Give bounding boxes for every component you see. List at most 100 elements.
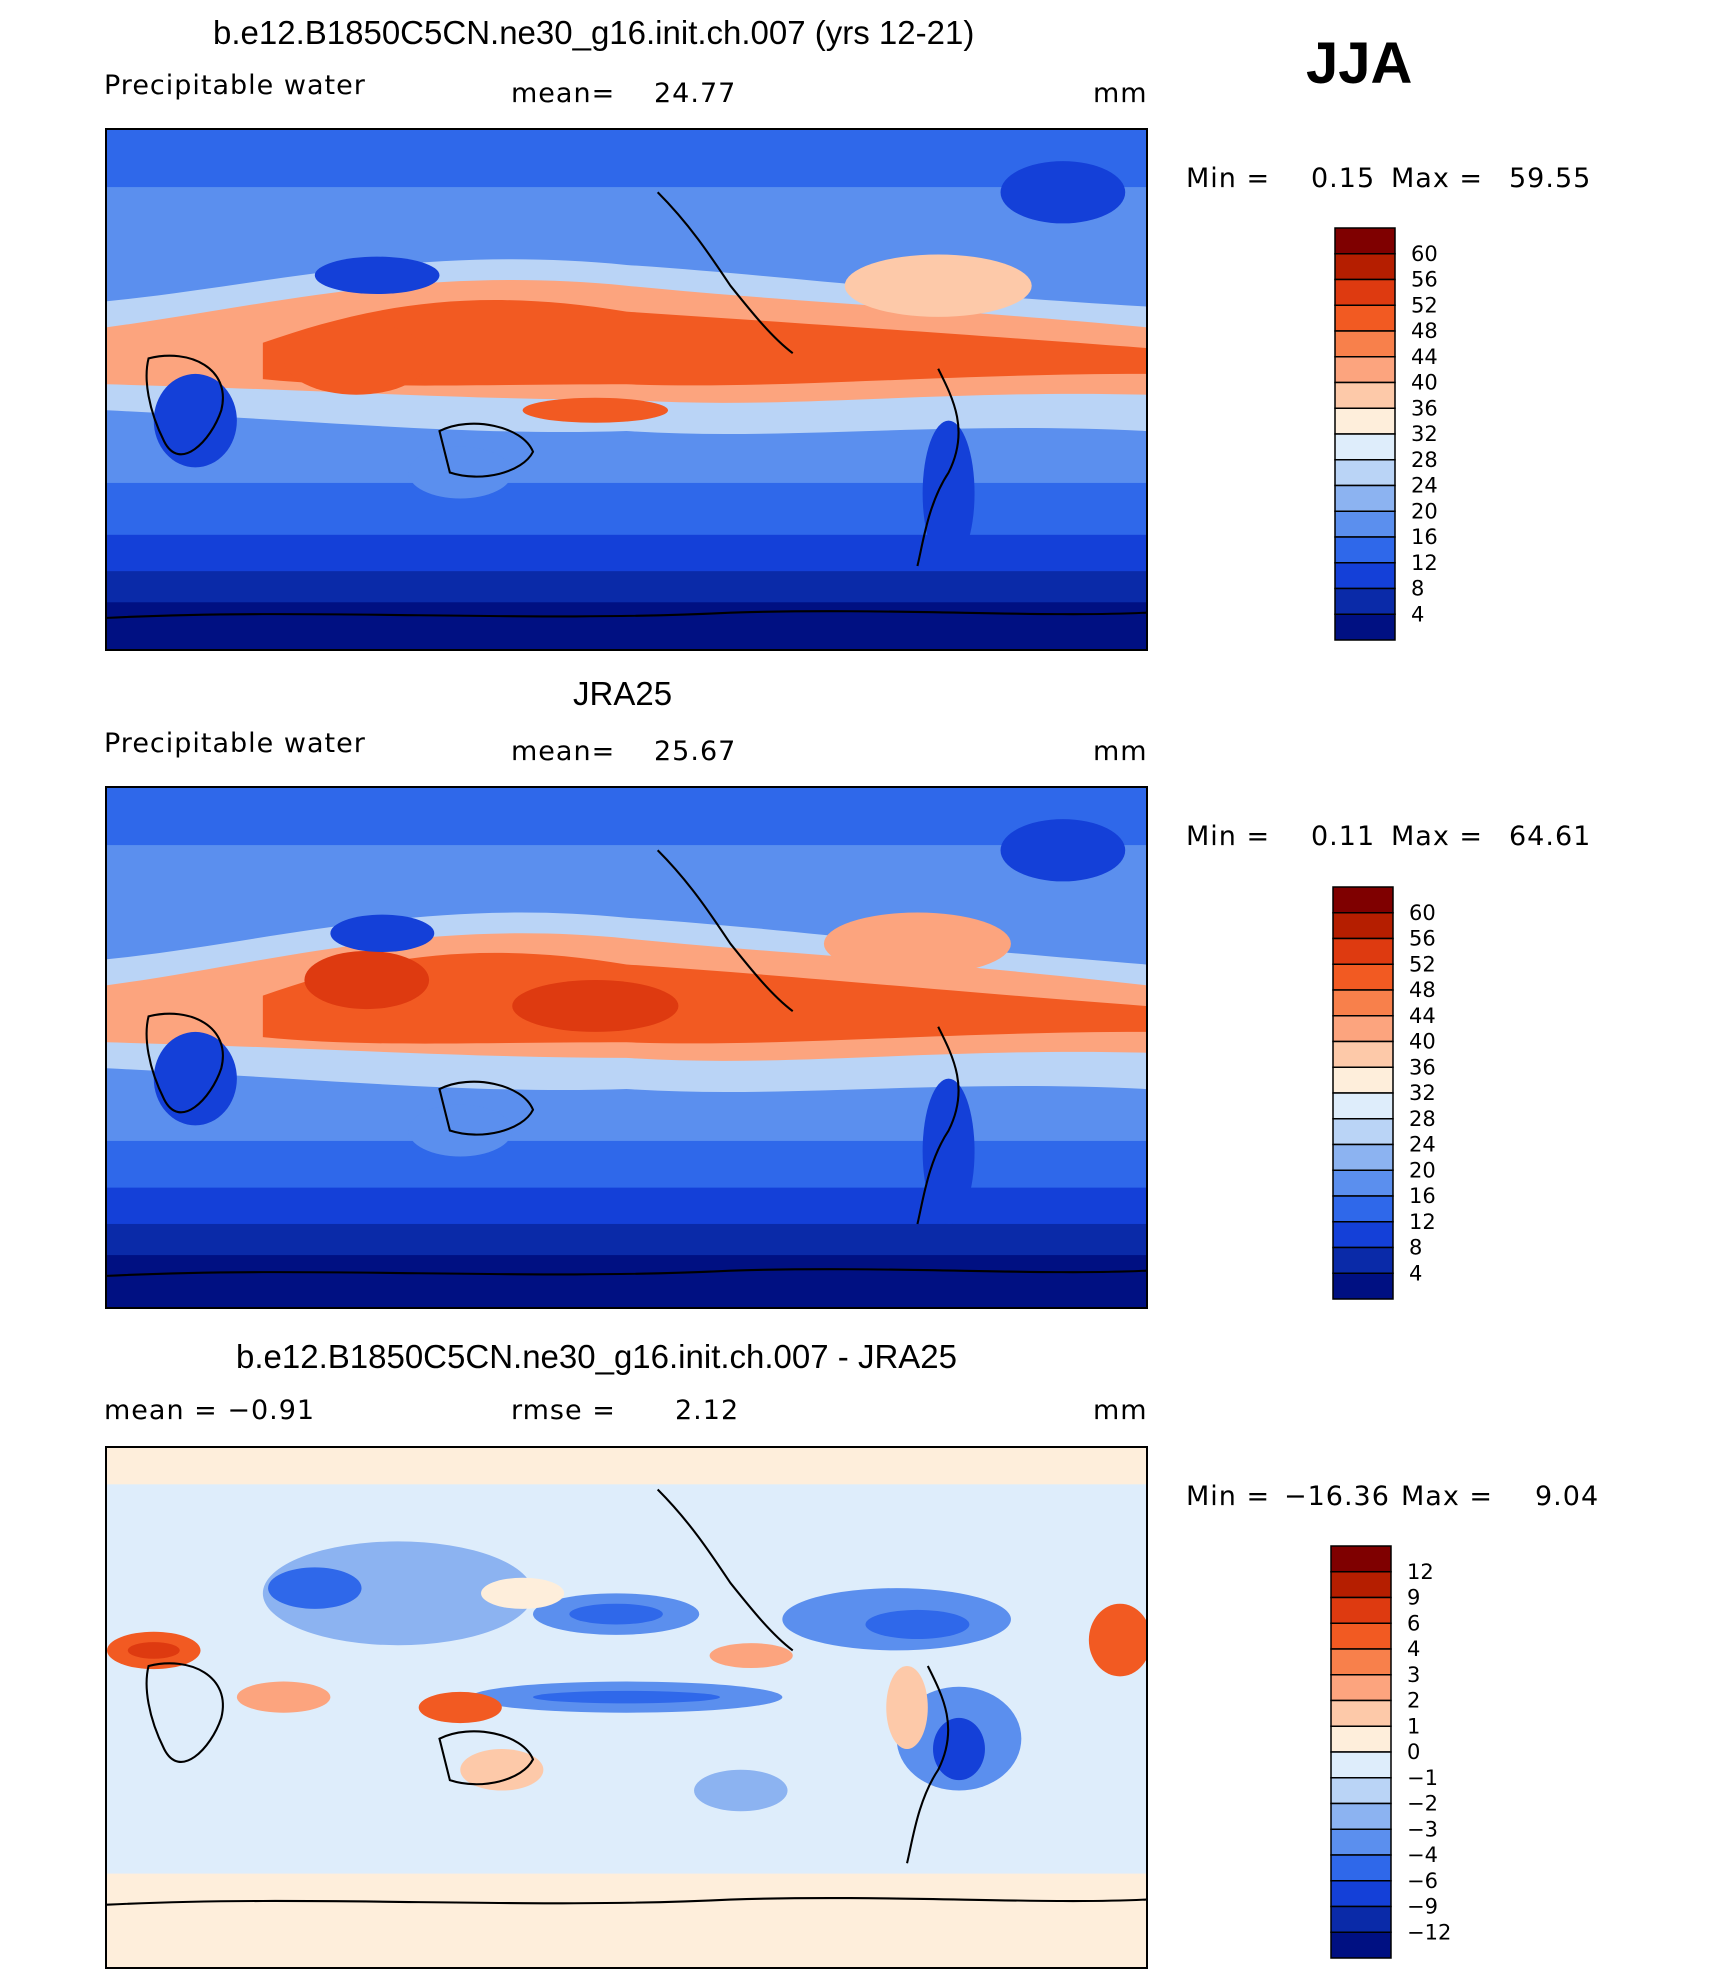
colorbar-box [1335, 460, 1395, 486]
colorbar-box [1331, 1675, 1391, 1701]
panel-2-colorbar: 60 56 52 48 44 40 36 32 28 24 20 16 12 8 4 [1333, 887, 1453, 1306]
panel-1-title: b.e12.B1850C5CN.ne30_g16.init.ch.007 (yr… [213, 14, 974, 52]
panel-2-stat-label: mean= [511, 736, 615, 767]
colorbar-tick-label: 4 [1407, 1637, 1420, 1661]
colorbar-box [1335, 589, 1395, 615]
panel-2-variable: Precipitable water [104, 728, 366, 759]
panel-1-map [105, 128, 1148, 651]
panel-3-min-label: Min = [1186, 1481, 1270, 1512]
colorbar-box [1333, 1145, 1393, 1171]
colorbar-tick-label: −1 [1407, 1766, 1438, 1790]
colorbar-box [1331, 1804, 1391, 1830]
colorbar-tick-label: 8 [1409, 1236, 1422, 1260]
colorbar-box [1333, 964, 1393, 990]
colorbar-box [1331, 1778, 1391, 1804]
panel-3-field [107, 1448, 1146, 1967]
colorbar-box [1335, 563, 1395, 589]
panel-2-max-label: Max = [1391, 821, 1483, 852]
colorbar-box [1331, 1855, 1391, 1881]
colorbar-box [1331, 1701, 1391, 1727]
colorbar-box [1331, 1829, 1391, 1855]
colorbar-box [1333, 939, 1393, 965]
colorbar-tick-label: 24 [1409, 1133, 1436, 1157]
colorbar-tick-label: −12 [1407, 1920, 1451, 1944]
colorbar-tick-label: 9 [1407, 1586, 1420, 1610]
colorbar-box [1331, 1932, 1391, 1958]
colorbar-box [1331, 1907, 1391, 1933]
panel-2-max-value: 64.61 [1509, 821, 1591, 852]
panel-2-min-label: Min = [1186, 821, 1270, 852]
colorbar-box [1333, 1170, 1393, 1196]
colorbar-tick-label: 28 [1409, 1107, 1436, 1131]
colorbar-box [1335, 408, 1395, 434]
colorbar-box [1335, 383, 1395, 409]
panel-3-stat-label: rmse = [511, 1395, 616, 1426]
colorbar-tick-label: 44 [1411, 345, 1438, 369]
colorbar-tick-label: −2 [1407, 1792, 1438, 1816]
colorbar-box [1333, 1248, 1393, 1274]
colorbar-box [1331, 1752, 1391, 1778]
colorbar-box [1333, 913, 1393, 939]
colorbar-tick-label: 1 [1407, 1714, 1420, 1738]
panel-2-field [107, 788, 1146, 1307]
colorbar-tick-label: 48 [1409, 978, 1436, 1002]
panel-3-colorbar: 12 9 6 4 3 2 1 0 −1 −2 −3 −4 −6 −9 −12 [1331, 1546, 1451, 1965]
colorbar-tick-label: 8 [1411, 577, 1424, 601]
colorbar-box [1335, 280, 1395, 306]
panel-1-variable: Precipitable water [104, 70, 366, 101]
colorbar-tick-label: 12 [1411, 551, 1438, 575]
colorbar-tick-label: −6 [1407, 1869, 1438, 1893]
panel-3-map [105, 1446, 1148, 1969]
colorbar-tick-label: 16 [1409, 1184, 1436, 1208]
colorbar-box [1331, 1649, 1391, 1675]
colorbar-tick-label: 20 [1409, 1158, 1436, 1182]
panel-1-stat-value: 24.77 [654, 78, 736, 109]
colorbar-box [1333, 887, 1393, 913]
colorbar-box [1331, 1546, 1391, 1572]
colorbar-tick-label: 20 [1411, 499, 1438, 523]
colorbar-tick-label: 24 [1411, 474, 1438, 498]
colorbar-tick-label: −4 [1407, 1843, 1438, 1867]
colorbar-box [1335, 486, 1395, 512]
colorbar-tick-label: 4 [1411, 602, 1424, 626]
colorbar-tick-label: 36 [1411, 396, 1438, 420]
panel-2-units: mm [1093, 736, 1148, 767]
panel-1-stat-label: mean= [511, 78, 615, 109]
panel-3-stat-value: 2.12 [675, 1395, 739, 1426]
panel-1-units: mm [1093, 78, 1148, 109]
colorbar-box [1331, 1726, 1391, 1752]
colorbar-box [1335, 305, 1395, 331]
colorbar-tick-label: 2 [1407, 1689, 1420, 1713]
panel-1-max-value: 59.55 [1509, 163, 1591, 194]
colorbar-box [1335, 434, 1395, 460]
colorbar-tick-label: 3 [1407, 1663, 1420, 1687]
panel-1-colorbar: 60 56 52 48 44 40 36 32 28 24 20 16 12 8 4 [1335, 228, 1455, 647]
colorbar-box [1333, 1196, 1393, 1222]
panel-3-title: b.e12.B1850C5CN.ne30_g16.init.ch.007 - J… [236, 1338, 957, 1376]
colorbar-box [1335, 511, 1395, 537]
panel-1-min-label: Min = [1186, 163, 1270, 194]
panel-1-field [107, 130, 1146, 649]
panel-2-map [105, 786, 1148, 1309]
colorbar-tick-label: −3 [1407, 1817, 1438, 1841]
colorbar-tick-label: 28 [1411, 448, 1438, 472]
panel-3-max-label: Max = [1401, 1481, 1493, 1512]
colorbar-box [1333, 1042, 1393, 1068]
colorbar-box [1331, 1623, 1391, 1649]
colorbar-tick-label: 12 [1409, 1210, 1436, 1234]
colorbar-tick-label: 12 [1407, 1560, 1434, 1584]
colorbar-tick-label: 32 [1409, 1081, 1436, 1105]
colorbar-box [1333, 990, 1393, 1016]
colorbar-tick-label: 40 [1411, 371, 1438, 395]
colorbar-tick-label: 32 [1411, 422, 1438, 446]
colorbar-tick-label: −9 [1407, 1895, 1438, 1919]
colorbar-tick-label: 6 [1407, 1611, 1420, 1635]
season-label: JJA [1306, 30, 1412, 97]
colorbar-box [1333, 1273, 1393, 1299]
colorbar-tick-label: 48 [1411, 319, 1438, 343]
colorbar-tick-label: 44 [1409, 1004, 1436, 1028]
colorbar-tick-label: 36 [1409, 1055, 1436, 1079]
